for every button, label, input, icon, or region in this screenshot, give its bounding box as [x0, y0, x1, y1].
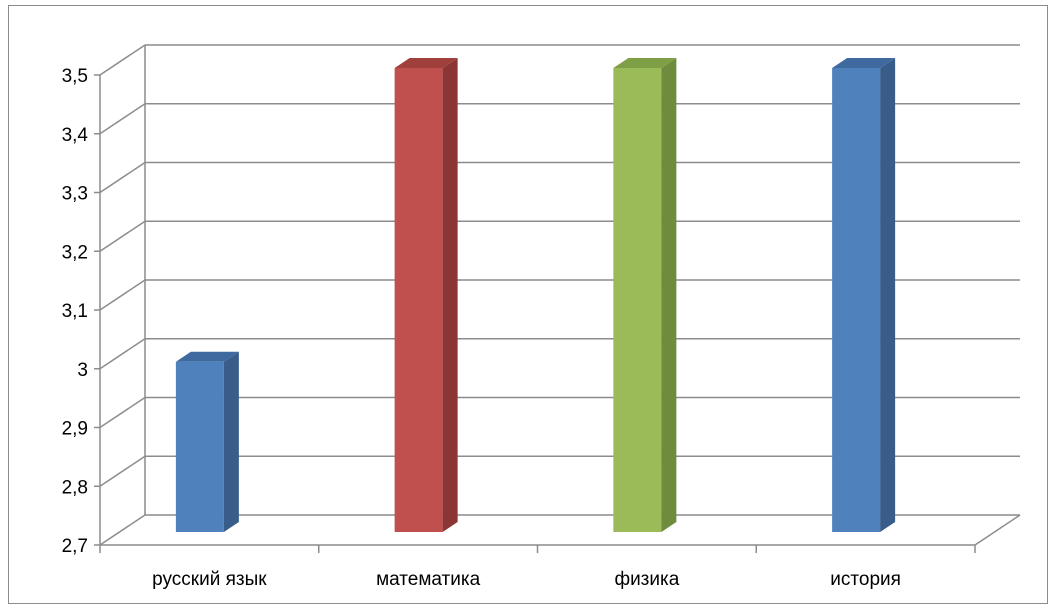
bar: [613, 58, 677, 532]
bar-top: [175, 351, 239, 362]
bar-side: [442, 58, 458, 532]
x-category-label: физика: [614, 569, 679, 590]
y-tick-label: 3,5: [62, 66, 88, 87]
x-category-labels: русский язык математика физика история: [152, 569, 901, 590]
y-tick-labels: 2,7 2,8 2,9 3 3,1 3,2 3,3 3,4 3,5: [62, 66, 89, 557]
x-category-label: математика: [376, 569, 481, 590]
y-tick-label: 2,8: [62, 477, 88, 498]
bar-front: [832, 68, 881, 532]
gridline-side: [99, 455, 146, 487]
bar-front: [394, 68, 443, 532]
gridline-side: [99, 514, 146, 546]
bar-top: [832, 58, 896, 68]
gridline-side: [99, 220, 146, 252]
bar: [175, 351, 239, 532]
y-tick-label: 3,4: [62, 125, 89, 146]
gridline-side: [99, 338, 146, 370]
x-category-label: история: [830, 569, 901, 590]
bar-front: [613, 68, 662, 532]
bar-side: [223, 351, 239, 532]
bar-top: [394, 58, 458, 68]
bar-side: [661, 58, 677, 532]
bar-front: [175, 361, 224, 532]
y-tick-label: 3: [77, 360, 88, 381]
bars: [175, 58, 896, 532]
y-tick-label: 3,2: [62, 242, 88, 263]
y-tick-label: 3,3: [62, 184, 88, 205]
bar-side: [880, 58, 896, 532]
bar: [832, 58, 896, 532]
floor-right-edge: [974, 514, 1021, 546]
x-category-label: русский язык: [152, 569, 267, 590]
gridline-side: [99, 103, 146, 135]
bar: [394, 58, 458, 532]
y-tick-label: 2,9: [62, 419, 88, 440]
gridline-side: [99, 161, 146, 194]
gridline-side: [99, 396, 146, 429]
y-tick-label: 2,7: [62, 536, 88, 557]
gridline-side: [99, 44, 146, 76]
bar-top: [613, 58, 677, 68]
gridline-side: [99, 279, 146, 311]
y-tick-label: 3,1: [62, 301, 88, 322]
axes: [94, 45, 1021, 553]
